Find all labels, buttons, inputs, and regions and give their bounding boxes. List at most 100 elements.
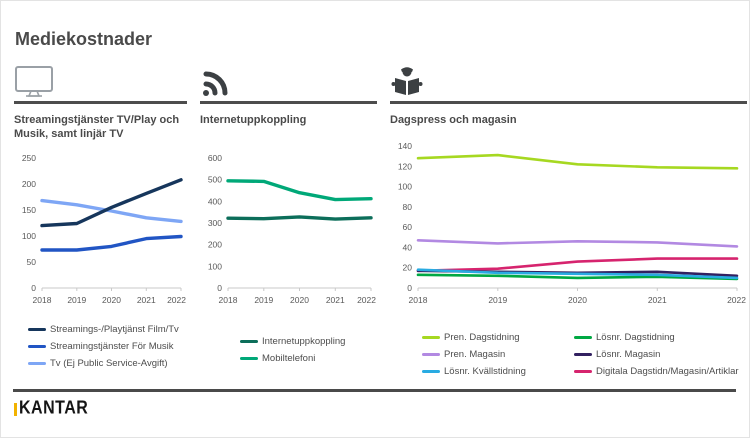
panel-icon-box (390, 62, 747, 99)
press-legend: Pren. Dagstidning Pren. Magasin Lösnr. Kvä… (422, 332, 747, 383)
x-tick-label: 2018 (409, 295, 428, 305)
legend-swatch (28, 328, 46, 331)
x-tick-label: 2020 (102, 295, 121, 305)
legend-label: Pren. Dagstidning (444, 332, 520, 343)
legend-swatch (574, 370, 592, 373)
legend-label: Digitala Dagstidn/Magasin/Artiklar (596, 366, 739, 377)
chart-panel-press: Dagspress och magasin 0 20 40 60 80 100 120 140… (390, 62, 747, 383)
footer-rule: KANTAR (13, 389, 736, 418)
chart-title-internet: Internetuppkoppling (200, 114, 307, 126)
legend-item: Pren. Magasin (422, 349, 574, 360)
y-tick-label: 0 (217, 283, 222, 293)
y-tick-label: 140 (398, 141, 412, 151)
legend-item: Internetuppkoppling (240, 336, 377, 347)
x-tick-label: 2019 (254, 295, 273, 305)
x-tick-label: 2020 (568, 295, 587, 305)
series-line (416, 257, 739, 273)
y-tick-label: 20 (403, 263, 413, 273)
chart-title-streaming: Streamingstjänster TV/Play och Musik, sa… (14, 114, 180, 140)
panel-divider (390, 101, 747, 104)
kantar-logo: KANTAR (14, 398, 736, 419)
series-line (416, 153, 739, 170)
legend-label: Pren. Magasin (444, 349, 506, 360)
kantar-logo-text: KANTAR (19, 398, 89, 419)
legend-item: Lösnr. Kvällstidning (422, 366, 574, 377)
panel-icon-box (14, 62, 187, 99)
legend-label: Streamingstjänster För Musik (50, 341, 174, 352)
x-tick-label: 2019 (67, 295, 86, 305)
legend-item: Lösnr. Dagstidning (574, 332, 747, 343)
y-tick-label: 500 (208, 175, 222, 185)
legend-label: Lösnr. Magasin (596, 349, 661, 360)
panel-divider (14, 101, 187, 104)
x-tick-label: 2018 (219, 295, 238, 305)
x-tick-label: 2021 (326, 295, 345, 305)
page-title: Mediekostnader (15, 29, 153, 49)
legend-item: Tv (Ej Public Service-Avgift) (28, 358, 187, 369)
legend-label: Lösnr. Dagstidning (596, 332, 675, 343)
legend-label: Tv (Ej Public Service-Avgift) (50, 358, 168, 369)
x-tick-label: 2018 (33, 295, 52, 305)
legend-item: Pren. Dagstidning (422, 332, 574, 343)
series-line (40, 234, 183, 252)
y-tick-label: 300 (208, 218, 222, 228)
streaming-line-chart: 0 50 100 150 200 250 2018 2019 2020 2021 2022 (22, 153, 186, 305)
series-line (416, 239, 739, 248)
y-tick-label: 100 (208, 261, 222, 271)
y-tick-label: 50 (27, 257, 37, 267)
legend-swatch (240, 357, 258, 360)
legend-label: Mobiltelefoni (262, 353, 316, 364)
wifi-icon (203, 71, 228, 96)
chart-panels-row: Streamingstjänster TV/Play och Musik, sa… (14, 62, 747, 383)
legend-swatch (422, 353, 440, 356)
y-tick-label: 100 (22, 231, 36, 241)
legend-swatch (240, 340, 258, 343)
series-line (416, 273, 739, 281)
x-tick-label: 2021 (137, 295, 156, 305)
legend-swatch (574, 353, 592, 356)
y-tick-label: 0 (31, 283, 36, 293)
x-tick-label: 2022 (167, 295, 186, 305)
series-line (40, 198, 183, 224)
legend-item: Streamings-/Playtjänst Film/Tv (28, 324, 187, 335)
legend-item: Streamingstjänster För Musik (28, 341, 187, 352)
legend-swatch (28, 362, 46, 365)
x-tick-label: 2022 (357, 295, 376, 305)
series-line (226, 215, 373, 221)
legend-swatch (28, 345, 46, 348)
legend-swatch (422, 370, 440, 373)
legend-item: Digitala Dagstidn/Magasin/Artiklar (574, 366, 747, 377)
tv-icon (15, 66, 53, 97)
x-tick-label: 2021 (648, 295, 667, 305)
x-tick-label: 2019 (488, 295, 507, 305)
series-line (226, 179, 373, 202)
press-line-chart: 0 20 40 60 80 100 120 140 2018 2019 2020 2021 2022 (398, 141, 746, 305)
y-tick-label: 120 (398, 161, 412, 171)
kantar-logo-bar (14, 402, 17, 416)
legend-label: Lösnr. Kvällstidning (444, 366, 526, 377)
y-tick-label: 150 (22, 205, 36, 215)
y-tick-label: 80 (403, 202, 413, 212)
y-tick-label: 600 (208, 153, 222, 163)
series-line (416, 268, 739, 280)
legend-swatch (422, 336, 440, 339)
legend-swatch (574, 336, 592, 339)
streaming-legend: Streamings-/Playtjänst Film/Tv Streamings… (28, 324, 187, 369)
y-tick-label: 400 (208, 196, 222, 206)
y-tick-label: 200 (22, 179, 36, 189)
legend-item: Lösnr. Magasin (574, 349, 747, 360)
y-tick-label: 100 (398, 182, 412, 192)
legend-label: Internetuppkoppling (262, 336, 346, 347)
legend-label: Streamings-/Playtjänst Film/Tv (50, 324, 179, 335)
chart-panel-internet: Internetuppkoppling 0 100 200 300 400 500 600 2… (200, 62, 377, 383)
panel-divider (200, 101, 377, 104)
internet-line-chart: 0 100 200 300 400 500 600 2018 2019 2020 2021 2022 (208, 153, 376, 305)
y-tick-label: 200 (208, 240, 222, 250)
internet-legend: Internetuppkoppling Mobiltelefoni (240, 336, 377, 364)
reader-icon (391, 67, 423, 95)
panel-icon-box (200, 62, 377, 99)
legend-item: Mobiltelefoni (240, 353, 377, 364)
y-tick-label: 40 (403, 242, 413, 252)
series-line (40, 178, 183, 228)
